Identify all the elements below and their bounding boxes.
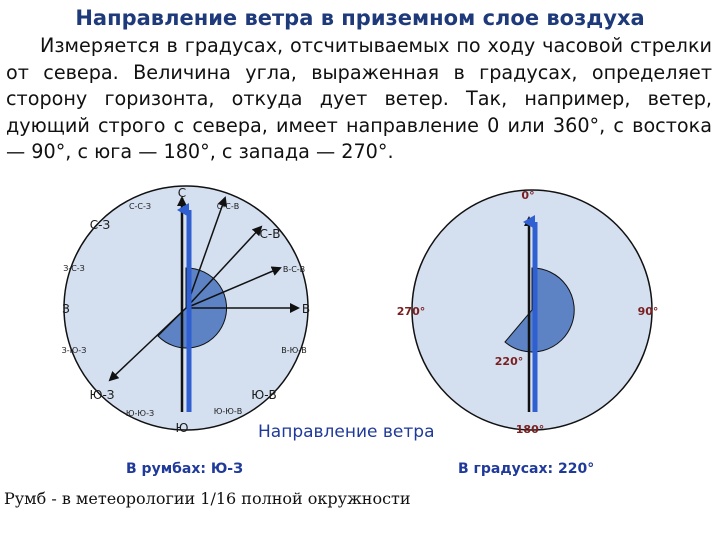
- label-180deg: 180°: [516, 423, 544, 436]
- label-220deg: 220°: [495, 355, 523, 368]
- label-sse: Ю-Ю-В: [214, 407, 243, 416]
- rumb-definition-note: Румб - в метеорологии 1/16 полной окружн…: [4, 489, 411, 508]
- label-ssw: Ю-Ю-З: [126, 409, 154, 418]
- right-wind-sector: [504, 267, 575, 353]
- label-ese: В-Ю-В: [281, 346, 306, 355]
- description-paragraph: Измеряется в градусах, отсчитываемых по …: [6, 33, 712, 166]
- label-ene: В-С-В: [283, 265, 305, 274]
- label-270deg: 270°: [397, 305, 425, 318]
- description-text: Измеряется в градусах, отсчитываемых по …: [6, 34, 712, 163]
- rumb-compass: С С-С-З С-С-В С-З С-В З-С-З В-С-В З В З-…: [62, 185, 310, 435]
- degree-compass: 0° 90° 270° 180° 220°: [397, 189, 659, 436]
- rumb-arrow-ene: [185, 266, 282, 309]
- label-e: В: [302, 302, 310, 316]
- diagram-caption: Направление ветра: [258, 422, 435, 442]
- label-ne: С-В: [260, 227, 281, 241]
- label-0deg: 0°: [521, 189, 534, 202]
- page-title: Направление ветра в приземном слое возду…: [75, 6, 645, 30]
- label-90deg: 90°: [638, 305, 659, 318]
- label-se: Ю-В: [251, 388, 277, 402]
- label-nne: С-С-В: [217, 202, 239, 211]
- label-n: С: [178, 186, 186, 200]
- label-sw: Ю-З: [90, 388, 115, 402]
- label-wsw: З-Ю-З: [62, 346, 87, 355]
- label-s: Ю: [176, 421, 189, 435]
- rumb-arrow-nne: [185, 196, 228, 309]
- rumb-arrow-ne: [185, 225, 263, 309]
- label-wnw: З-С-З: [63, 264, 85, 273]
- label-w: З: [62, 302, 70, 316]
- degree-caption: В градусах: 220°: [458, 461, 595, 477]
- label-nnw: С-С-З: [129, 202, 151, 211]
- label-nw: С-З: [90, 218, 110, 232]
- rumb-arrow-sw: [108, 307, 187, 382]
- rumb-caption: В румбах: Ю-З: [126, 461, 244, 477]
